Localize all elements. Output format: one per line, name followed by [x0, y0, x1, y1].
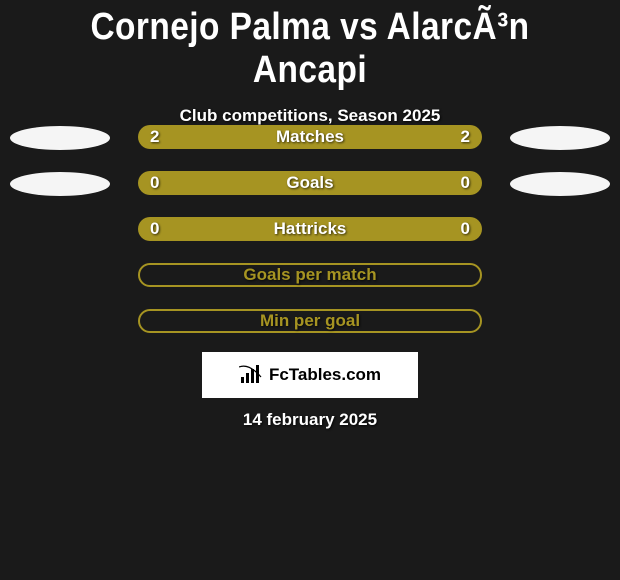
logo-card[interactable]: FcTables.com	[202, 352, 418, 398]
stat-value-left: 0	[150, 219, 159, 239]
bar-chart-icon	[239, 365, 265, 385]
stats-card: Cornejo Palma vs AlarcÃ³n Ancapi Club co…	[0, 0, 620, 580]
stat-row: 0Hattricks0	[0, 217, 620, 243]
date-label: 14 february 2025	[0, 410, 620, 430]
stat-label: Goals	[138, 173, 482, 193]
stat-value-right: 2	[461, 127, 470, 147]
page-title: Cornejo Palma vs AlarcÃ³n Ancapi	[37, 0, 583, 92]
stat-row: 0Goals0	[0, 171, 620, 197]
logo-text: FcTables.com	[269, 365, 381, 385]
stats-list: 2Matches20Goals00Hattricks0Goals per mat…	[0, 125, 620, 355]
player-right-pill	[510, 126, 610, 150]
stat-label: Goals per match	[140, 265, 480, 285]
stat-row: Min per goal	[0, 309, 620, 335]
player-left-pill	[10, 172, 110, 196]
stat-bar: 0Hattricks0	[138, 217, 482, 241]
stat-value-left: 0	[150, 173, 159, 193]
stat-value-right: 0	[461, 173, 470, 193]
stat-row: 2Matches2	[0, 125, 620, 151]
stat-value-right: 0	[461, 219, 470, 239]
stat-bar: 2Matches2	[138, 125, 482, 149]
stat-row: Goals per match	[0, 263, 620, 289]
stat-label: Min per goal	[140, 311, 480, 331]
stat-bar: 0Goals0	[138, 171, 482, 195]
player-left-pill	[10, 126, 110, 150]
stat-label: Matches	[138, 127, 482, 147]
stat-label: Hattricks	[138, 219, 482, 239]
player-right-pill	[510, 172, 610, 196]
stat-value-left: 2	[150, 127, 159, 147]
stat-bar: Goals per match	[138, 263, 482, 287]
stat-bar: Min per goal	[138, 309, 482, 333]
page-subtitle: Club competitions, Season 2025	[0, 106, 620, 126]
